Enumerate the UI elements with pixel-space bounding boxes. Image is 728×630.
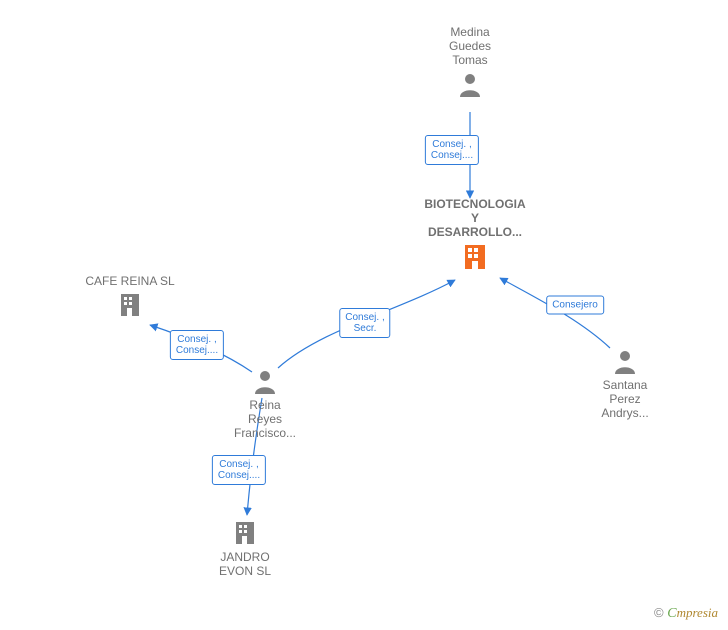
person-icon	[252, 368, 278, 394]
node-label: CAFE REINA SL	[70, 274, 190, 288]
node-label: Reina Reyes Francisco...	[205, 398, 325, 440]
edge-label[interactable]: Consej. , Secr.	[339, 308, 390, 338]
node-company-cafe[interactable]: CAFE REINA SL	[70, 274, 190, 322]
edge-label[interactable]: Consejero	[546, 296, 604, 315]
brand-initial: C	[667, 606, 676, 621]
building-icon	[461, 243, 489, 271]
node-label: Santana Perez Andrys...	[565, 378, 685, 420]
node-person-reina[interactable]: Reina Reyes Francisco...	[205, 364, 325, 440]
copyright-symbol: ©	[654, 605, 664, 620]
node-company-biotec[interactable]: BIOTECNOLOGIA Y DESARROLLO...	[415, 197, 535, 275]
node-label: Medina Guedes Tomas	[410, 25, 530, 67]
brand-text: mpresia	[677, 605, 718, 620]
node-label: BIOTECNOLOGIA Y DESARROLLO...	[415, 197, 535, 239]
person-icon	[612, 348, 638, 374]
building-icon	[117, 292, 143, 318]
edge-label[interactable]: Consej. , Consej....	[170, 330, 224, 360]
node-company-jandro[interactable]: JANDRO EVON SL	[185, 516, 305, 578]
diagram-canvas: Medina Guedes Tomas BIOTECNOLOGIA Y DESA…	[0, 0, 728, 630]
node-person-santana[interactable]: Santana Perez Andrys...	[565, 344, 685, 420]
watermark: © Cmpresia	[654, 605, 718, 622]
building-icon	[232, 520, 258, 546]
node-person-medina[interactable]: Medina Guedes Tomas	[410, 25, 530, 101]
edge-label[interactable]: Consej. , Consej....	[212, 455, 266, 485]
person-icon	[457, 71, 483, 97]
node-label: JANDRO EVON SL	[185, 550, 305, 578]
edge-label[interactable]: Consej. , Consej....	[425, 135, 479, 165]
